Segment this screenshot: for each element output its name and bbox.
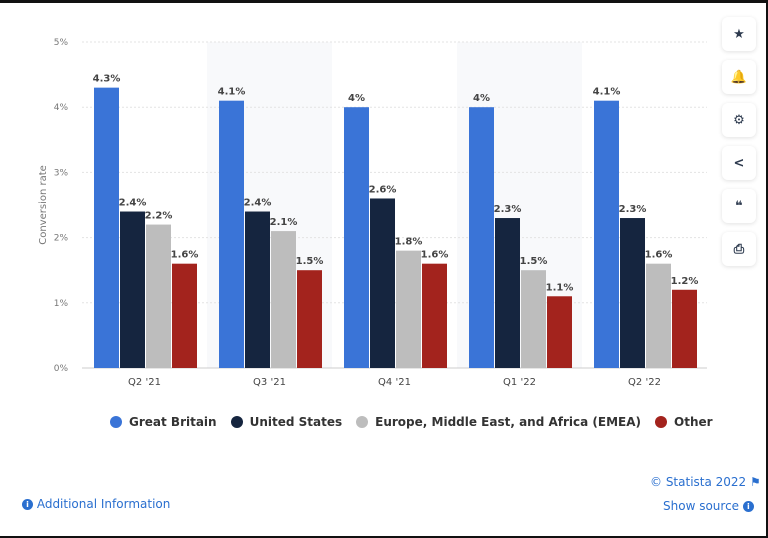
bar [620, 218, 645, 368]
bar [94, 87, 119, 368]
data-label: 2.4% [244, 198, 272, 209]
flag-icon: ⚑ [750, 475, 761, 489]
y-axis-label: Conversion rate [38, 165, 49, 245]
data-label: 1.5% [520, 256, 548, 267]
additional-information-link[interactable]: i Additional Information [22, 497, 170, 511]
legend: Great Britain United States Europe, Middle… [110, 415, 713, 429]
x-tick-label: Q4 '21 [378, 377, 411, 388]
bar-chart: 0% 1% 2% 3% 4% 5% Conversion rate Q2 '21 4.3% 2.4… [38, 38, 707, 388]
print-icon: ⎙ [733, 241, 745, 257]
data-label: 2.3% [494, 204, 522, 215]
bar [219, 100, 244, 369]
legend-label: Great Britain [129, 415, 217, 429]
info-icon: i [22, 499, 33, 510]
data-label: 1.6% [645, 250, 673, 261]
legend-item[interactable]: Great Britain [110, 415, 217, 429]
bar [172, 263, 197, 368]
bar [422, 263, 447, 368]
show-source-link[interactable]: Show source i [663, 499, 754, 513]
x-tick-label: Q3 '21 [253, 377, 286, 388]
bar [146, 224, 171, 368]
data-label: 2.2% [145, 211, 173, 222]
data-label: 1.6% [421, 250, 449, 261]
y-tick-label: 2% [54, 234, 69, 244]
y-tick-label: 4% [54, 103, 69, 113]
bar [396, 250, 421, 368]
data-label: 2.3% [619, 204, 647, 215]
legend-item[interactable]: United States [230, 415, 343, 429]
bar [521, 270, 546, 368]
legend-item[interactable]: Europe, Middle East, and Africa (EMEA) [356, 415, 641, 429]
bar [245, 211, 270, 368]
bar [370, 198, 395, 368]
legend-label: Europe, Middle East, and Africa (EMEA) [375, 415, 642, 429]
data-label: 4% [473, 93, 490, 104]
x-tick-label: Q1 '22 [503, 377, 536, 388]
legend-swatch [230, 416, 243, 428]
legend-swatch [110, 416, 122, 428]
data-label: 1.5% [296, 256, 324, 267]
data-label: 1.2% [671, 276, 699, 287]
x-tick-label: Q2 '21 [128, 377, 161, 388]
bell-icon: 🔔 [730, 69, 748, 85]
data-label: 4.3% [93, 74, 121, 85]
data-label: 1.8% [395, 237, 423, 248]
y-tick-label: 0% [54, 364, 69, 374]
star-icon: ★ [733, 26, 745, 42]
y-tick-label: 5% [54, 38, 69, 48]
bar [344, 107, 369, 368]
copyright[interactable]: © Statista 2022 ⚑ [650, 475, 761, 489]
quote-icon: ❝ [735, 198, 743, 214]
bar [120, 211, 145, 368]
y-tick-label: 3% [54, 168, 69, 178]
data-label: 2.6% [369, 184, 397, 195]
data-label: 4% [348, 93, 365, 104]
print-button[interactable]: ⎙ [722, 232, 756, 266]
y-tick-label: 1% [54, 299, 69, 309]
legend-label: Other [674, 415, 713, 429]
data-label: 1.1% [546, 282, 574, 293]
data-label: 1.6% [171, 250, 199, 261]
quote-button[interactable]: ❝ [722, 189, 756, 223]
bar [646, 263, 671, 368]
legend-swatch [356, 416, 369, 428]
bar [547, 296, 572, 368]
data-label: 2.1% [270, 217, 298, 228]
bar [594, 100, 619, 369]
legend-item[interactable]: Other [655, 415, 713, 429]
share-icon: < [733, 155, 745, 171]
star-button[interactable]: ★ [722, 17, 756, 51]
bar [495, 218, 520, 368]
bell-button[interactable]: 🔔 [722, 60, 756, 94]
bar [271, 231, 296, 368]
legend-label: United States [249, 415, 343, 429]
data-label: 4.1% [593, 87, 621, 98]
info-icon: i [742, 501, 754, 512]
share-button[interactable]: < [722, 146, 756, 180]
gear-button[interactable]: ⚙ [722, 103, 756, 137]
bar [297, 270, 322, 368]
bar [469, 107, 494, 368]
legend-swatch [655, 416, 668, 428]
gear-icon: ⚙ [733, 112, 745, 128]
data-label: 2.4% [119, 198, 147, 209]
bar [672, 289, 697, 368]
data-label: 4.1% [218, 87, 246, 98]
chart-frame: 0% 1% 2% 3% 4% 5% Conversion rate Q2 '21 4.3% 2.4… [0, 3, 766, 536]
x-tick-label: Q2 '22 [628, 377, 661, 388]
